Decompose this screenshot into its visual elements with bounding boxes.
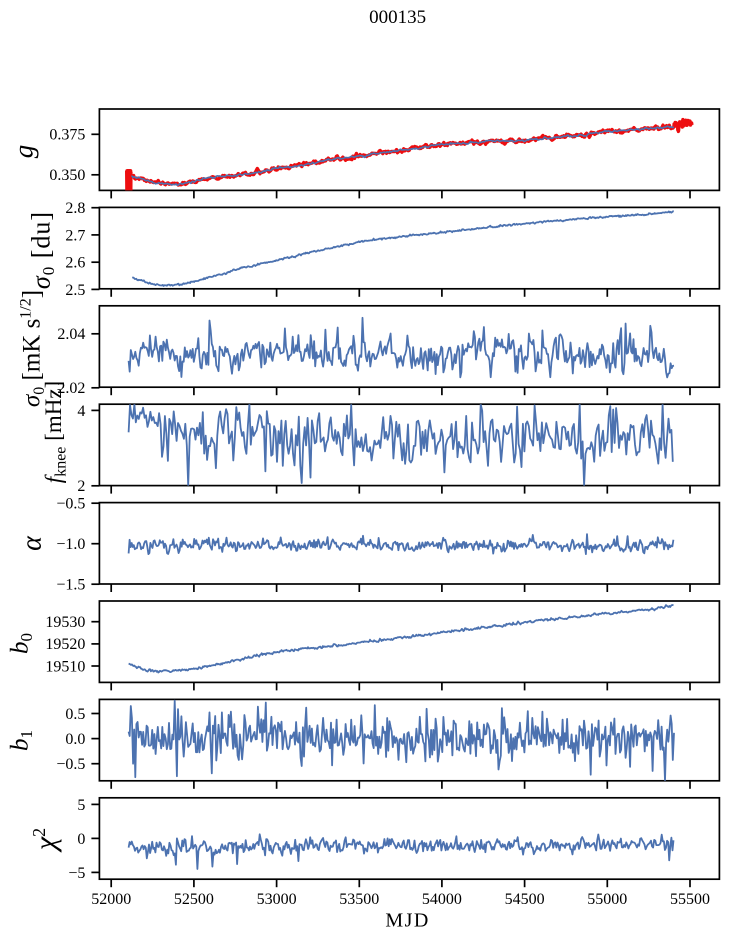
svg-text:2: 2 <box>77 478 85 495</box>
svg-text:−0.5: −0.5 <box>56 756 85 773</box>
svg-text:χ2: χ2 <box>29 828 62 853</box>
svg-text:0.5: 0.5 <box>65 706 85 723</box>
svg-text:−1.5: −1.5 <box>56 577 85 594</box>
svg-text:MJD: MJD <box>385 910 430 932</box>
svg-text:0.350: 0.350 <box>49 167 85 184</box>
svg-text:fknee [mHz]: fknee [mHz] <box>41 381 70 483</box>
svg-text:0.375: 0.375 <box>49 127 85 144</box>
svg-text:2.7: 2.7 <box>65 227 85 244</box>
svg-text:g: g <box>9 145 39 159</box>
svg-text:σ0 [mK s1/2]: σ0 [mK s1/2] <box>18 290 49 407</box>
svg-text:2.02: 2.02 <box>57 380 85 397</box>
svg-text:4: 4 <box>77 403 85 420</box>
svg-text:53000: 53000 <box>257 891 297 908</box>
svg-text:−1.0: −1.0 <box>56 536 85 553</box>
svg-text:52500: 52500 <box>174 891 214 908</box>
svg-text:−5: −5 <box>68 865 85 882</box>
svg-text:b0: b0 <box>7 633 37 654</box>
svg-text:2.04: 2.04 <box>57 326 85 343</box>
svg-text:2.6: 2.6 <box>65 255 85 272</box>
svg-text:19520: 19520 <box>45 636 85 653</box>
svg-text:55500: 55500 <box>670 891 710 908</box>
svg-text:0.0: 0.0 <box>65 731 85 748</box>
svg-text:2.8: 2.8 <box>65 200 85 217</box>
svg-text:000135: 000135 <box>369 7 426 28</box>
svg-text:53500: 53500 <box>339 891 379 908</box>
svg-text:2.5: 2.5 <box>65 282 85 299</box>
svg-text:54000: 54000 <box>422 891 462 908</box>
svg-text:19510: 19510 <box>45 658 85 675</box>
svg-text:55000: 55000 <box>587 891 627 908</box>
svg-text:19530: 19530 <box>45 614 85 631</box>
svg-text:α: α <box>17 535 48 551</box>
svg-text:0: 0 <box>77 831 85 848</box>
svg-text:54500: 54500 <box>505 891 545 908</box>
svg-text:52000: 52000 <box>91 891 131 908</box>
svg-text:σ0 [du]: σ0 [du] <box>27 211 59 289</box>
svg-text:5: 5 <box>77 797 85 814</box>
svg-text:b1: b1 <box>7 730 37 751</box>
svg-text:−0.5: −0.5 <box>56 496 85 513</box>
